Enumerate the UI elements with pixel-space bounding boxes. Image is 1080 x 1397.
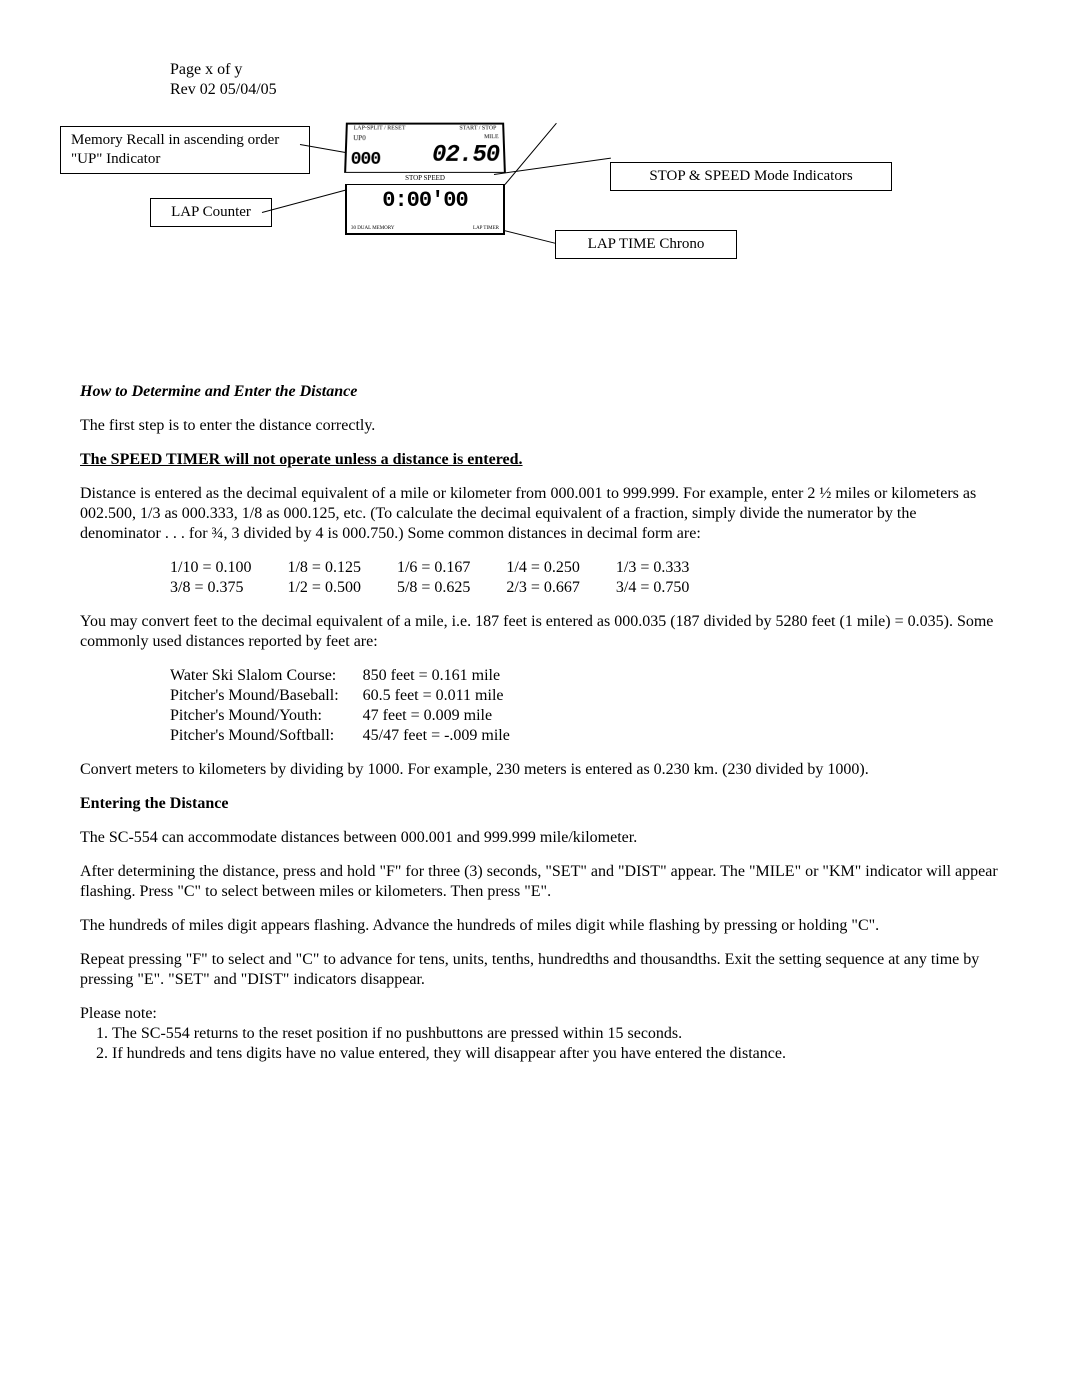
frac-cell: 3/4 = 0.750 <box>616 578 725 598</box>
feet-label: Pitcher's Mound/Softball: <box>170 726 363 746</box>
frac-cell: 3/8 = 0.375 <box>170 578 287 598</box>
lcd-bot-seg: 0:00'00 <box>347 187 503 215</box>
body-p3: Distance is entered as the decimal equiv… <box>80 484 1000 544</box>
table-row: Pitcher's Mound/Softball:45/47 feet = -.… <box>170 726 534 746</box>
frac-cell: 5/8 = 0.625 <box>397 578 506 598</box>
lcd-dual-memory: 30 DUAL MEMORY <box>351 226 394 232</box>
fraction-table: 1/10 = 0.100 1/8 = 0.125 1/6 = 0.167 1/4… <box>170 558 725 598</box>
table-row: Pitcher's Mound/Baseball:60.5 feet = 0.0… <box>170 686 534 706</box>
callout-stop-speed: STOP & SPEED Mode Indicators <box>610 162 892 191</box>
frac-cell: 1/8 = 0.125 <box>287 558 396 578</box>
lcd-mile: MILE <box>484 134 499 141</box>
feet-label: Pitcher's Mound/Baseball: <box>170 686 363 706</box>
lcd-seg-big: 02.50 <box>432 141 500 171</box>
table-row: 1/10 = 0.100 1/8 = 0.125 1/6 = 0.167 1/4… <box>170 558 725 578</box>
lcd-device: LAP-SPLIT / RESET START / STOP UP0 000 0… <box>345 122 505 235</box>
lcd-seg-small: 000 <box>350 148 380 170</box>
frac-cell: 2/3 = 0.667 <box>506 578 615 598</box>
feet-table: Water Ski Slalom Course:850 feet = 0.161… <box>170 666 534 746</box>
lcd-bot-panel: 0:00'00 30 DUAL MEMORY LAP TIMER <box>345 184 505 235</box>
callout-memory-recall: Memory Recall in ascending order "UP" In… <box>60 126 310 174</box>
notes-list: The SC-554 returns to the reset position… <box>80 1024 1000 1064</box>
feet-label: Water Ski Slalom Course: <box>170 666 363 686</box>
lcd-lap-timer: LAP TIMER <box>473 226 499 232</box>
feet-value: 850 feet = 0.161 mile <box>363 666 534 686</box>
lcd-mid-label: STOP SPEED <box>345 173 505 184</box>
list-item: If hundreds and tens digits have no valu… <box>112 1044 1000 1064</box>
notes-intro: Please note: <box>80 1004 1000 1024</box>
subhead-entering: Entering the Distance <box>80 794 1000 814</box>
feet-label: Pitcher's Mound/Youth: <box>170 706 363 726</box>
lcd-start-label: START / STOP <box>459 126 496 133</box>
feet-value: 60.5 feet = 0.011 mile <box>363 686 534 706</box>
leader-line <box>505 123 557 185</box>
leader-line <box>494 158 611 175</box>
body-p1: The first step is to enter the distance … <box>80 416 1000 436</box>
section-title-determine: How to Determine and Enter the Distance <box>80 382 1000 402</box>
list-item: The SC-554 returns to the reset position… <box>112 1024 1000 1044</box>
table-row: Pitcher's Mound/Youth:47 feet = 0.009 mi… <box>170 706 534 726</box>
frac-cell: 1/3 = 0.333 <box>616 558 725 578</box>
table-row: 3/8 = 0.375 1/2 = 0.500 5/8 = 0.625 2/3 … <box>170 578 725 598</box>
body-p5: Convert meters to kilometers by dividing… <box>80 760 1000 780</box>
body-p7: After determining the distance, press an… <box>80 862 1000 902</box>
feet-value: 47 feet = 0.009 mile <box>363 706 534 726</box>
callout-lap-counter: LAP Counter <box>150 198 272 227</box>
lcd-top-panel: LAP-SPLIT / RESET START / STOP UP0 000 0… <box>344 123 506 173</box>
frac-cell: 1/2 = 0.500 <box>287 578 396 598</box>
frac-cell: 1/6 = 0.167 <box>397 558 506 578</box>
body-p2-warning: The SPEED TIMER will not operate unless … <box>80 451 523 468</box>
lcd-diagram: Memory Recall in ascending order "UP" In… <box>50 122 1000 332</box>
table-row: Water Ski Slalom Course:850 feet = 0.161… <box>170 666 534 686</box>
callout-lap-time: LAP TIME Chrono <box>555 230 737 259</box>
frac-cell: 1/10 = 0.100 <box>170 558 287 578</box>
body-p8: The hundreds of miles digit appears flas… <box>80 916 1000 936</box>
page-line: Page x of y <box>170 60 1000 80</box>
frac-cell: 1/4 = 0.250 <box>506 558 615 578</box>
rev-line: Rev 02 05/04/05 <box>170 80 1000 100</box>
feet-value: 45/47 feet = -.009 mile <box>363 726 534 746</box>
header-meta: Page x of y Rev 02 05/04/05 <box>170 60 1000 100</box>
body-p9: Repeat pressing "F" to select and "C" to… <box>80 950 1000 990</box>
body-p6: The SC-554 can accommodate distances bet… <box>80 828 1000 848</box>
body-p4: You may convert feet to the decimal equi… <box>80 612 1000 652</box>
lcd-split-label: LAP-SPLIT / RESET <box>353 126 405 133</box>
